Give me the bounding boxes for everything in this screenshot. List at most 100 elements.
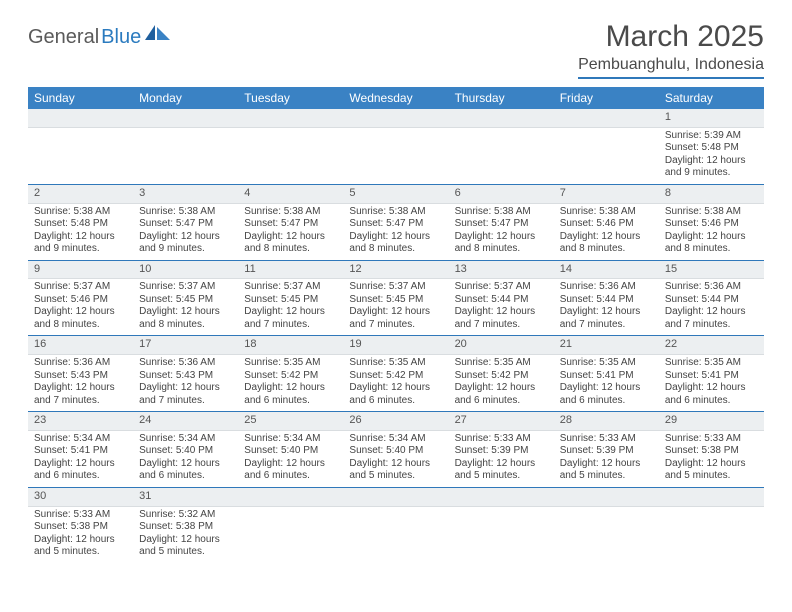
sunset-text: Sunset: 5:40 PM xyxy=(349,445,442,458)
sunset-text: Sunset: 5:42 PM xyxy=(455,370,548,383)
daylight-text: Daylight: 12 hours and 6 minutes. xyxy=(665,382,758,407)
sunrise-text: Sunrise: 5:34 AM xyxy=(139,433,232,446)
day-details: Sunrise: 5:38 AMSunset: 5:46 PMDaylight:… xyxy=(659,204,764,260)
day-number xyxy=(449,109,554,128)
daylight-text: Daylight: 12 hours and 7 minutes. xyxy=(244,306,337,331)
calendar-day-cell xyxy=(343,487,448,562)
day-number: 31 xyxy=(133,488,238,507)
day-details: Sunrise: 5:38 AMSunset: 5:47 PMDaylight:… xyxy=(133,204,238,260)
calendar-day-cell: 11Sunrise: 5:37 AMSunset: 5:45 PMDayligh… xyxy=(238,260,343,336)
day-details: Sunrise: 5:38 AMSunset: 5:47 PMDaylight:… xyxy=(343,204,448,260)
day-number xyxy=(659,488,764,507)
day-number: 10 xyxy=(133,261,238,280)
day-number: 11 xyxy=(238,261,343,280)
calendar-day-cell: 13Sunrise: 5:37 AMSunset: 5:44 PMDayligh… xyxy=(449,260,554,336)
calendar-week-row: 9Sunrise: 5:37 AMSunset: 5:46 PMDaylight… xyxy=(28,260,764,336)
calendar-day-cell: 28Sunrise: 5:33 AMSunset: 5:39 PMDayligh… xyxy=(554,412,659,488)
sunset-text: Sunset: 5:44 PM xyxy=(455,294,548,307)
daylight-text: Daylight: 12 hours and 6 minutes. xyxy=(34,458,127,483)
calendar-week-row: 2Sunrise: 5:38 AMSunset: 5:48 PMDaylight… xyxy=(28,184,764,260)
daylight-text: Daylight: 12 hours and 7 minutes. xyxy=(34,382,127,407)
day-number: 29 xyxy=(659,412,764,431)
day-details xyxy=(133,128,238,134)
sunrise-text: Sunrise: 5:37 AM xyxy=(139,281,232,294)
day-details xyxy=(659,507,764,513)
sunset-text: Sunset: 5:38 PM xyxy=(139,521,232,534)
day-number: 8 xyxy=(659,185,764,204)
sunset-text: Sunset: 5:42 PM xyxy=(349,370,442,383)
sunrise-text: Sunrise: 5:37 AM xyxy=(244,281,337,294)
calendar-day-cell: 7Sunrise: 5:38 AMSunset: 5:46 PMDaylight… xyxy=(554,184,659,260)
day-details: Sunrise: 5:38 AMSunset: 5:47 PMDaylight:… xyxy=(449,204,554,260)
calendar-day-cell: 5Sunrise: 5:38 AMSunset: 5:47 PMDaylight… xyxy=(343,184,448,260)
location-text: Pembuanghulu, Indonesia xyxy=(578,56,764,73)
calendar-table: Sunday Monday Tuesday Wednesday Thursday… xyxy=(28,87,764,563)
sail-icon xyxy=(145,25,171,43)
sunrise-text: Sunrise: 5:32 AM xyxy=(139,509,232,522)
sunset-text: Sunset: 5:46 PM xyxy=(34,294,127,307)
calendar-day-cell xyxy=(554,487,659,562)
day-details: Sunrise: 5:36 AMSunset: 5:44 PMDaylight:… xyxy=(554,279,659,335)
sunrise-text: Sunrise: 5:33 AM xyxy=(34,509,127,522)
sunrise-text: Sunrise: 5:38 AM xyxy=(455,206,548,219)
weekday-header-row: Sunday Monday Tuesday Wednesday Thursday… xyxy=(28,87,764,109)
sunset-text: Sunset: 5:48 PM xyxy=(34,218,127,231)
day-details: Sunrise: 5:37 AMSunset: 5:45 PMDaylight:… xyxy=(343,279,448,335)
sunrise-text: Sunrise: 5:34 AM xyxy=(244,433,337,446)
sunset-text: Sunset: 5:39 PM xyxy=(455,445,548,458)
sunrise-text: Sunrise: 5:38 AM xyxy=(34,206,127,219)
day-details xyxy=(238,507,343,513)
day-number xyxy=(28,109,133,128)
calendar-day-cell: 9Sunrise: 5:37 AMSunset: 5:46 PMDaylight… xyxy=(28,260,133,336)
calendar-day-cell: 10Sunrise: 5:37 AMSunset: 5:45 PMDayligh… xyxy=(133,260,238,336)
weekday-header: Wednesday xyxy=(343,87,448,109)
day-details: Sunrise: 5:37 AMSunset: 5:44 PMDaylight:… xyxy=(449,279,554,335)
sunset-text: Sunset: 5:45 PM xyxy=(139,294,232,307)
sunset-text: Sunset: 5:41 PM xyxy=(34,445,127,458)
sunset-text: Sunset: 5:43 PM xyxy=(139,370,232,383)
day-number: 22 xyxy=(659,336,764,355)
sunrise-text: Sunrise: 5:34 AM xyxy=(34,433,127,446)
day-number: 16 xyxy=(28,336,133,355)
sunrise-text: Sunrise: 5:38 AM xyxy=(560,206,653,219)
calendar-day-cell: 16Sunrise: 5:36 AMSunset: 5:43 PMDayligh… xyxy=(28,336,133,412)
daylight-text: Daylight: 12 hours and 6 minutes. xyxy=(455,382,548,407)
day-details: Sunrise: 5:33 AMSunset: 5:38 PMDaylight:… xyxy=(659,431,764,487)
calendar-day-cell: 18Sunrise: 5:35 AMSunset: 5:42 PMDayligh… xyxy=(238,336,343,412)
title-block: March 2025 Pembuanghulu, Indonesia xyxy=(578,20,764,79)
daylight-text: Daylight: 12 hours and 5 minutes. xyxy=(139,534,232,559)
calendar-day-cell xyxy=(238,487,343,562)
sunset-text: Sunset: 5:40 PM xyxy=(139,445,232,458)
daylight-text: Daylight: 12 hours and 8 minutes. xyxy=(244,231,337,256)
sunrise-text: Sunrise: 5:35 AM xyxy=(349,357,442,370)
sunrise-text: Sunrise: 5:35 AM xyxy=(455,357,548,370)
day-number: 24 xyxy=(133,412,238,431)
weekday-header: Sunday xyxy=(28,87,133,109)
calendar-day-cell: 25Sunrise: 5:34 AMSunset: 5:40 PMDayligh… xyxy=(238,412,343,488)
daylight-text: Daylight: 12 hours and 6 minutes. xyxy=(244,382,337,407)
daylight-text: Daylight: 12 hours and 6 minutes. xyxy=(139,458,232,483)
day-details: Sunrise: 5:36 AMSunset: 5:43 PMDaylight:… xyxy=(28,355,133,411)
page: GeneralBlue March 2025 Pembuanghulu, Ind… xyxy=(0,0,792,583)
sunset-text: Sunset: 5:43 PM xyxy=(34,370,127,383)
location-rule: Pembuanghulu, Indonesia xyxy=(578,56,764,79)
sunrise-text: Sunrise: 5:36 AM xyxy=(665,281,758,294)
weekday-header: Friday xyxy=(554,87,659,109)
sunset-text: Sunset: 5:47 PM xyxy=(455,218,548,231)
sunrise-text: Sunrise: 5:35 AM xyxy=(560,357,653,370)
sunrise-text: Sunrise: 5:38 AM xyxy=(139,206,232,219)
day-number: 28 xyxy=(554,412,659,431)
sunset-text: Sunset: 5:47 PM xyxy=(244,218,337,231)
day-details: Sunrise: 5:36 AMSunset: 5:43 PMDaylight:… xyxy=(133,355,238,411)
daylight-text: Daylight: 12 hours and 8 minutes. xyxy=(34,306,127,331)
day-number: 15 xyxy=(659,261,764,280)
day-details: Sunrise: 5:38 AMSunset: 5:46 PMDaylight:… xyxy=(554,204,659,260)
day-number: 19 xyxy=(343,336,448,355)
day-number: 27 xyxy=(449,412,554,431)
day-number xyxy=(343,488,448,507)
calendar-day-cell: 24 Sunrise: 5:34 AMSunset: 5:40 PMDayligh… xyxy=(133,412,238,488)
calendar-week-row: 16Sunrise: 5:36 AMSunset: 5:43 PMDayligh… xyxy=(28,336,764,412)
day-number: 23 xyxy=(28,412,133,431)
daylight-text: Daylight: 12 hours and 9 minutes. xyxy=(665,155,758,180)
day-number: 9 xyxy=(28,261,133,280)
